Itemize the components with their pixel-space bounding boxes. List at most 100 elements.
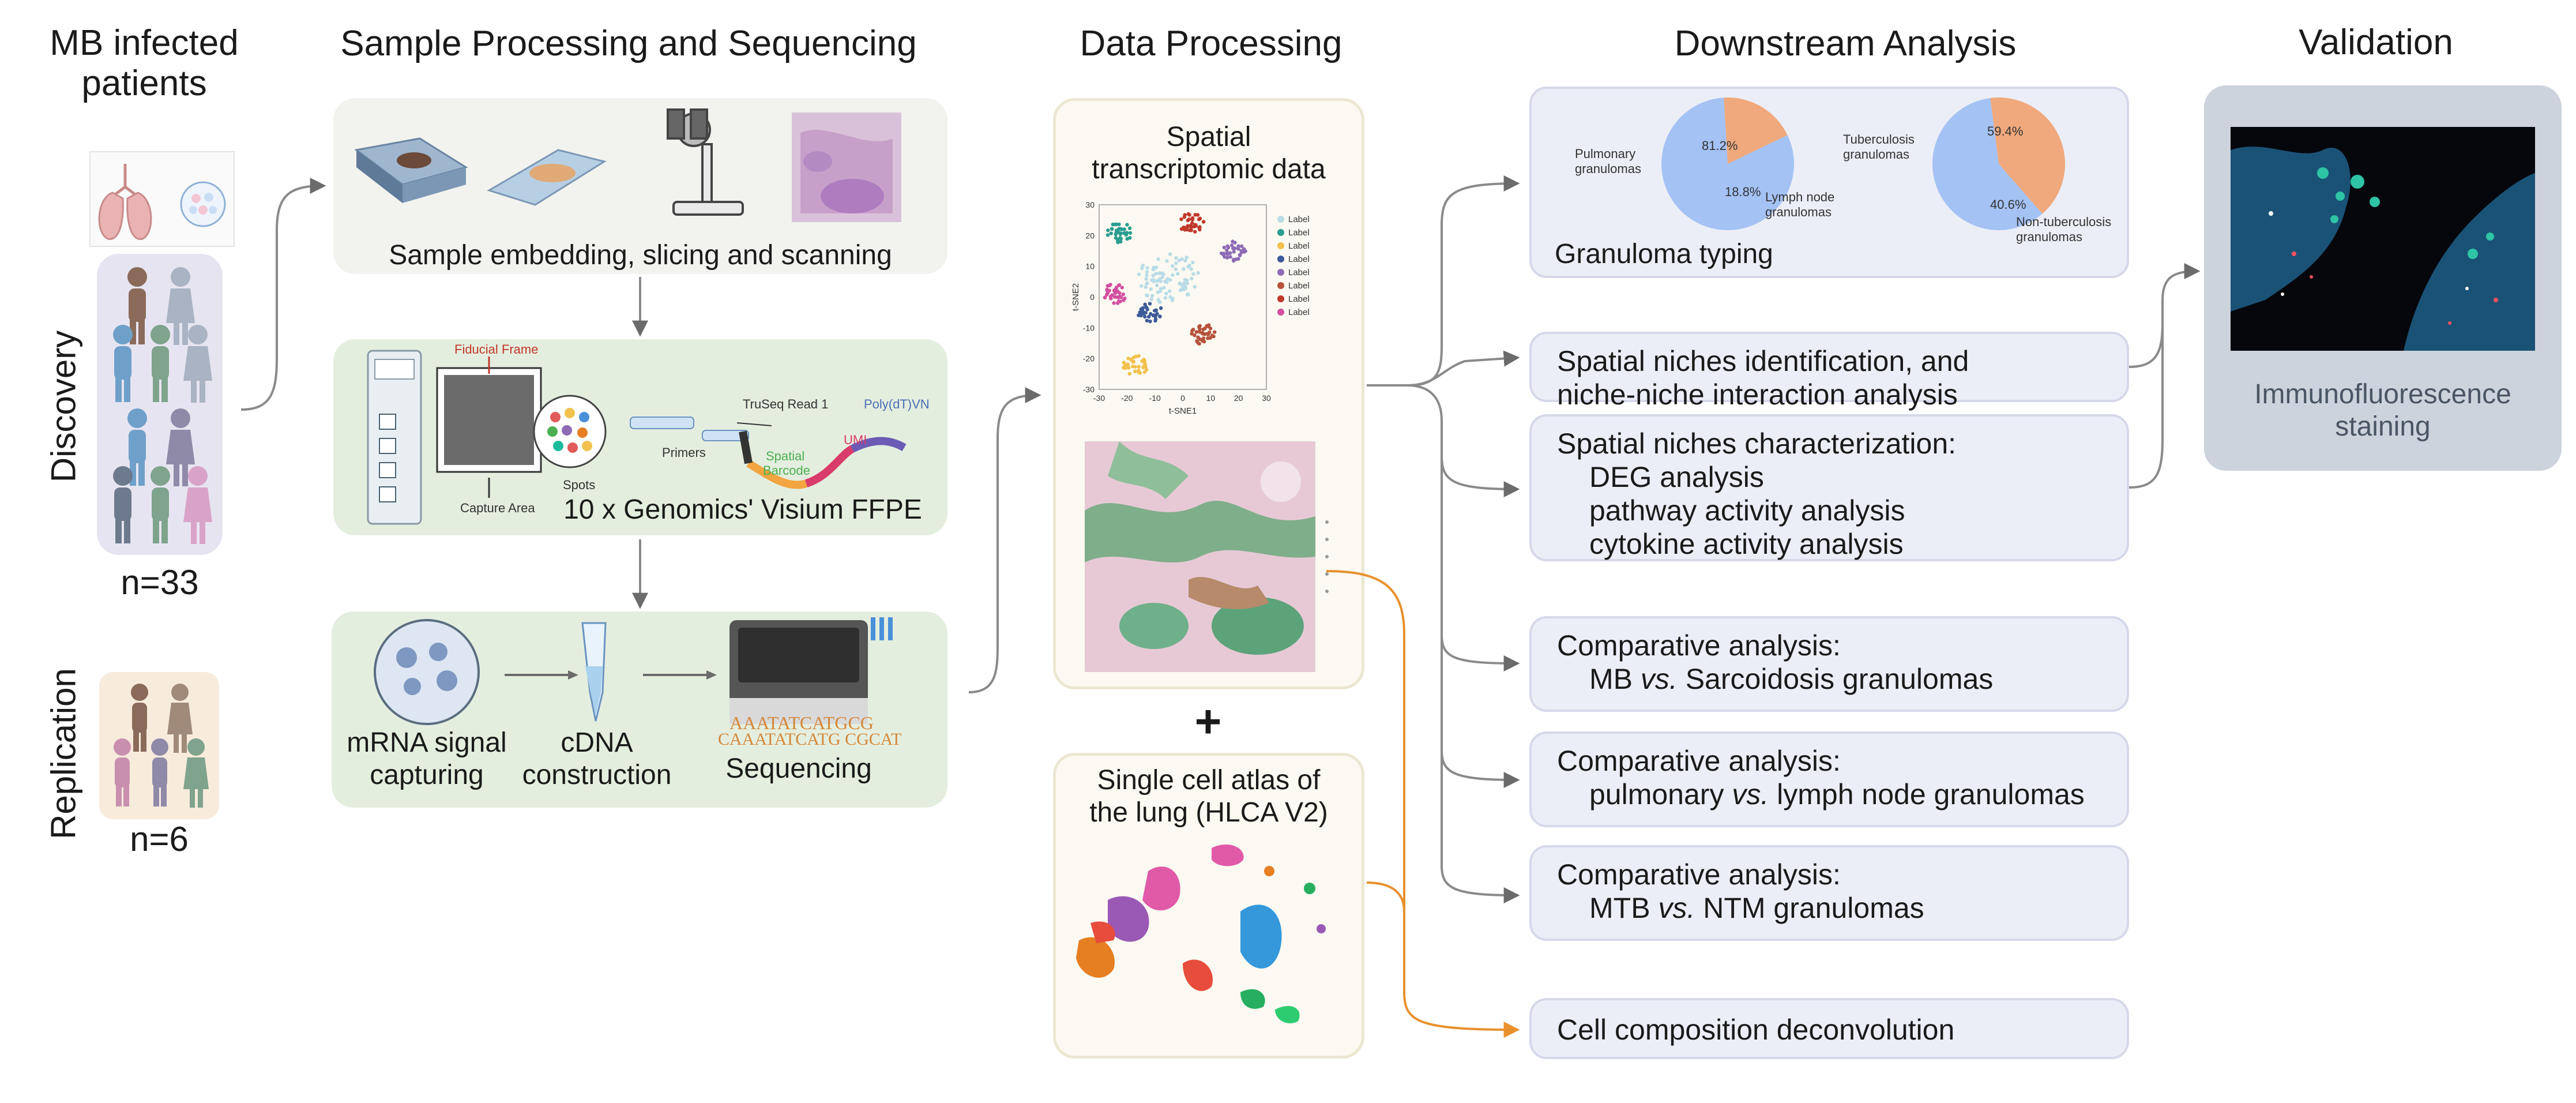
tsne-point xyxy=(1158,314,1162,318)
tsne-point xyxy=(1174,267,1178,271)
tsne-point xyxy=(1152,279,1156,284)
tsne-point xyxy=(1118,227,1123,231)
spatial-data-title: Spatial transcriptomic data xyxy=(1092,122,1326,185)
arrow-sequencing-to-data xyxy=(968,387,1041,693)
replication-label: Replication xyxy=(44,668,83,839)
tb-vs-ntm-pie xyxy=(1932,97,2065,230)
tsne-point xyxy=(1187,263,1191,268)
tsne-point xyxy=(1197,329,1202,334)
tsne-point xyxy=(1190,217,1195,222)
discovery-count: n=33 xyxy=(121,563,199,602)
tsne-point xyxy=(1233,246,1237,250)
niches-id-line2: niche-niche interaction analysis xyxy=(1557,378,1958,411)
tsne-point xyxy=(1141,306,1145,310)
tsne-point xyxy=(1225,256,1229,260)
tsne-point xyxy=(1142,370,1147,374)
tsne-point xyxy=(1184,255,1189,260)
discovery-cohort-panel xyxy=(97,254,223,555)
tsne-point xyxy=(1179,227,1184,231)
downstream-analysis-title: Downstream Analysis xyxy=(1674,24,2017,63)
tsne-point xyxy=(1154,308,1159,313)
tsne-point xyxy=(1145,273,1149,277)
tsne-point xyxy=(1178,281,1182,286)
arrow-patients-to-sample xyxy=(240,178,326,411)
tsne-point xyxy=(1158,289,1163,294)
tsne-point xyxy=(1105,233,1110,237)
tsne-point xyxy=(1128,231,1133,235)
tsne-point xyxy=(1149,312,1153,316)
tsne-point xyxy=(1157,271,1161,275)
niches-char-title: Spatial niches characterization: xyxy=(1557,427,1957,460)
tsne-point xyxy=(1189,267,1193,271)
tsne-legend-swatch xyxy=(1277,282,1284,289)
data-processing-title: Data Processing xyxy=(1080,24,1342,63)
tsne-point xyxy=(1212,334,1216,339)
tsne-point xyxy=(1125,237,1129,241)
tsne-point xyxy=(1126,357,1130,361)
tsne-point xyxy=(1195,213,1200,217)
tsne-point xyxy=(1228,255,1232,259)
replication-count: n=6 xyxy=(130,820,189,858)
tsne-point xyxy=(1146,314,1151,319)
tsne-point xyxy=(1154,272,1158,276)
tsne-point xyxy=(1156,298,1161,302)
tsne-point xyxy=(1185,292,1190,297)
tsne-legend-swatch xyxy=(1277,216,1284,223)
orange-arrow-atlas-to-deconvolution xyxy=(1366,881,1405,912)
tsne-point xyxy=(1149,297,1153,301)
tsne-point xyxy=(1201,327,1205,332)
comparative-detail: pulmonary vs. lymph node granulomas xyxy=(1589,778,2085,811)
tsne-point xyxy=(1144,277,1148,281)
fiducial-frame-label: Fiducial Frame xyxy=(454,342,539,357)
deg-analysis-item: DEG analysis xyxy=(1589,461,1764,493)
tsne-point xyxy=(1155,279,1159,283)
tsne-ytick: 0 xyxy=(1090,292,1095,302)
tsne-point xyxy=(1127,372,1131,376)
tsne-point xyxy=(1171,264,1175,268)
tsne-legend-label: Label xyxy=(1288,281,1310,291)
pie2-slice1-label: Non-tuberculosis granulomas xyxy=(2016,215,2112,244)
tsne-point xyxy=(1121,292,1125,297)
visium-caption: 10 x Genomics' Visium FFPE xyxy=(563,494,922,525)
tsne-point xyxy=(1238,253,1242,257)
seq-bases-1: AAATATCATGCG xyxy=(729,712,874,733)
tsne-point xyxy=(1231,239,1235,243)
tsne-point xyxy=(1110,293,1114,297)
niches-characterization-box: Spatial niches characterization: DEG ana… xyxy=(1529,414,2129,561)
tsne-point xyxy=(1161,272,1165,276)
pathway-analysis-item: pathway activity analysis xyxy=(1589,494,1905,527)
niches-id-line1: Spatial niches identification, and xyxy=(1557,345,1969,377)
tsne-point xyxy=(1139,284,1144,288)
cell-deconvolution-box: Cell composition deconvolution xyxy=(1529,998,2129,1059)
plus-sign: + xyxy=(1194,696,1222,747)
tsne-point xyxy=(1144,311,1148,315)
tsne-point xyxy=(1115,289,1119,293)
arrow-data-to-niches-char xyxy=(1407,384,1520,497)
tsne-xtick: 10 xyxy=(1206,393,1216,403)
tsne-ylabel: t-SNE2 xyxy=(1071,283,1081,311)
tsne-ytick: 10 xyxy=(1085,262,1095,271)
tsne-point xyxy=(1148,319,1152,324)
tsne-point xyxy=(1228,251,1232,255)
tsne-legend-label: Label xyxy=(1288,268,1310,277)
tsne-point xyxy=(1231,257,1236,262)
arrow-niches-char-to-validation xyxy=(2129,323,2164,489)
tsne-point xyxy=(1185,282,1189,286)
tsne-point xyxy=(1143,314,1147,319)
lungs-icon xyxy=(89,151,235,247)
tsne-legend-label: Label xyxy=(1288,228,1310,238)
tsne-point xyxy=(1115,301,1120,305)
pie-slice xyxy=(1990,97,2065,214)
validation-title: Validation xyxy=(2299,22,2453,62)
tsne-point xyxy=(1115,228,1119,232)
comparative-detail: MTB vs. NTM granulomas xyxy=(1589,892,1924,924)
tsne-point xyxy=(1163,296,1168,300)
tsne-point xyxy=(1191,260,1195,265)
sample-processing-title: Sample Processing and Sequencing xyxy=(340,24,917,63)
tsne-point xyxy=(1140,266,1144,271)
tsne-point xyxy=(1189,228,1193,232)
cytokine-analysis-item: cytokine activity analysis xyxy=(1589,528,1904,560)
tsne-xtick: -10 xyxy=(1149,393,1161,403)
tsne-point xyxy=(1189,224,1193,228)
tsne-point xyxy=(1191,272,1195,276)
